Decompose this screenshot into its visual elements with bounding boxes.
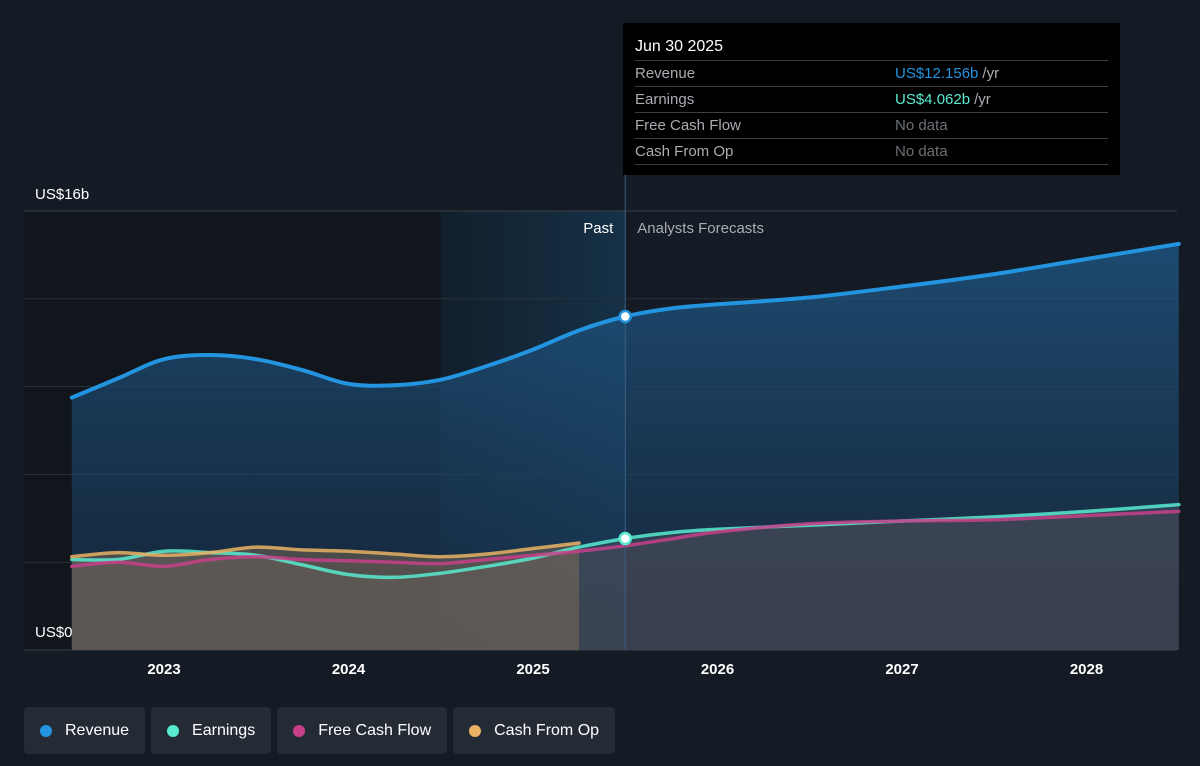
x-tick-label: 2027 xyxy=(885,661,918,678)
x-tick-label: 2024 xyxy=(332,661,366,678)
tooltip-value: No data xyxy=(895,143,948,160)
tooltip-label: Free Cash Flow xyxy=(635,117,741,134)
past-label: Past xyxy=(583,220,614,237)
tooltip-label: Cash From Op xyxy=(635,143,734,160)
tooltip-label: Revenue xyxy=(635,65,696,82)
y-axis-top-label: US$16b xyxy=(35,186,89,203)
line-cash-from-op xyxy=(70,541,581,559)
legend-item-cash-from-op[interactable]: Cash From Op xyxy=(453,707,616,754)
legend-label: Revenue xyxy=(65,721,130,739)
tooltip-value: US$12.156b xyxy=(895,65,979,82)
x-tick-label: 2025 xyxy=(516,661,549,678)
legend-item-earnings[interactable]: Earnings xyxy=(151,707,272,754)
forecast-label: Analysts Forecasts xyxy=(637,220,764,237)
legend-item-revenue[interactable]: Revenue xyxy=(24,707,146,754)
area-cash-from-op xyxy=(71,543,580,650)
x-tick-label: 2026 xyxy=(701,661,734,678)
chart-legend: Revenue Earnings Free Cash Flow Cash Fro… xyxy=(24,707,616,754)
tooltip-row-cash-from-op: Cash From Op No data xyxy=(635,138,1108,165)
circle-icon xyxy=(293,724,306,737)
tooltip-unit: /yr xyxy=(982,65,1000,82)
x-tick-label: 2023 xyxy=(147,661,180,678)
tooltip-row-free-cash-flow: Free Cash Flow No data xyxy=(635,112,1108,138)
tooltip-label: Earnings xyxy=(635,91,695,108)
tooltip-value: No data xyxy=(895,117,948,134)
axis-text: US$16b US$0 Past Analysts Forecasts 2023 2024… xyxy=(35,186,1103,678)
legend-label: Earnings xyxy=(192,721,256,739)
circle-icon xyxy=(40,724,52,737)
revenue-point-marker xyxy=(618,309,632,324)
series-lines xyxy=(69,241,1181,580)
legend-label: Cash From Op xyxy=(494,721,600,739)
tooltip-row-earnings: Earnings US$4.062b /yr xyxy=(635,86,1108,112)
tooltip-date: Jun 30 2025 xyxy=(635,38,724,55)
y-axis-bottom-label: US$0 xyxy=(35,624,73,641)
tooltip-unit: /yr xyxy=(974,91,991,108)
tooltip-value: US$4.062b xyxy=(895,91,971,108)
line-revenue xyxy=(69,241,1181,400)
circle-icon xyxy=(469,724,482,737)
legend-item-free-cash-flow[interactable]: Free Cash Flow xyxy=(277,707,448,754)
earnings-point-marker xyxy=(618,531,632,546)
legend-label: Free Cash Flow xyxy=(318,721,432,739)
hover-tooltip: Jun 30 2025 Revenue US$12.156b /yr Earni… xyxy=(623,23,1120,175)
hover-markers xyxy=(618,175,632,650)
line-free-cash-flow xyxy=(70,509,1181,569)
tooltip-row-revenue: Revenue US$12.156b /yr xyxy=(635,60,1108,86)
circle-icon xyxy=(167,724,180,737)
x-tick-label: 2028 xyxy=(1070,661,1103,678)
